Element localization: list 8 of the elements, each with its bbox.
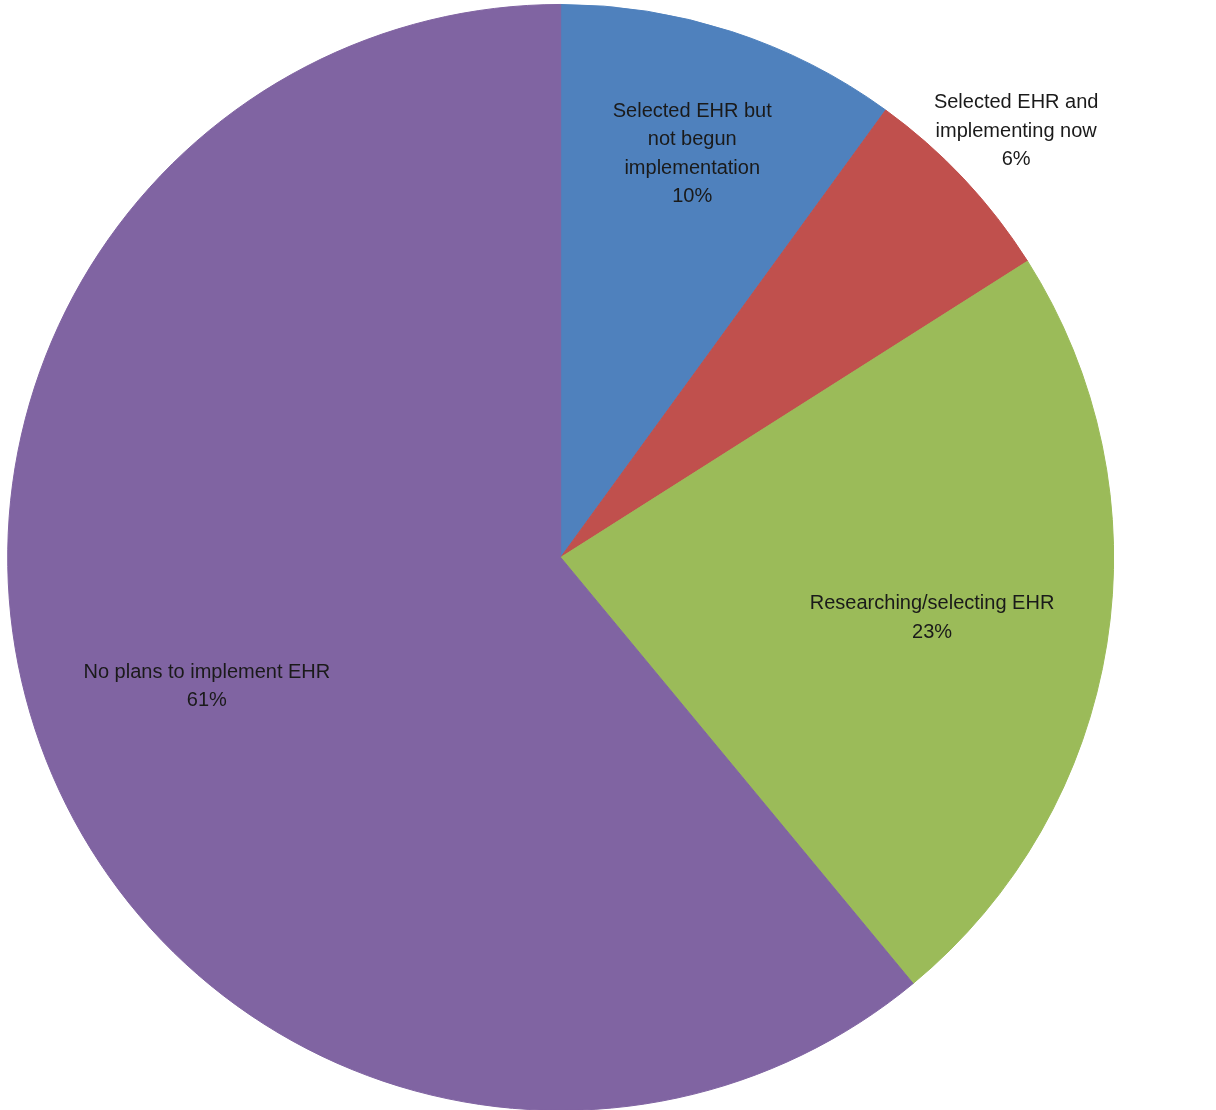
slice-label: Selected EHR and implementing now [933,90,1099,141]
data-label: 10% [672,184,713,207]
data-label: 61% [186,688,228,711]
data-label: 23% [912,619,953,642]
slice-label: Selected EHR but not begun implementation [612,98,773,178]
data-label: 6% [1001,147,1031,170]
slice-label: Researching/selecting EHR [809,590,1055,613]
slice-label: No plans to implement EHR [83,659,331,682]
